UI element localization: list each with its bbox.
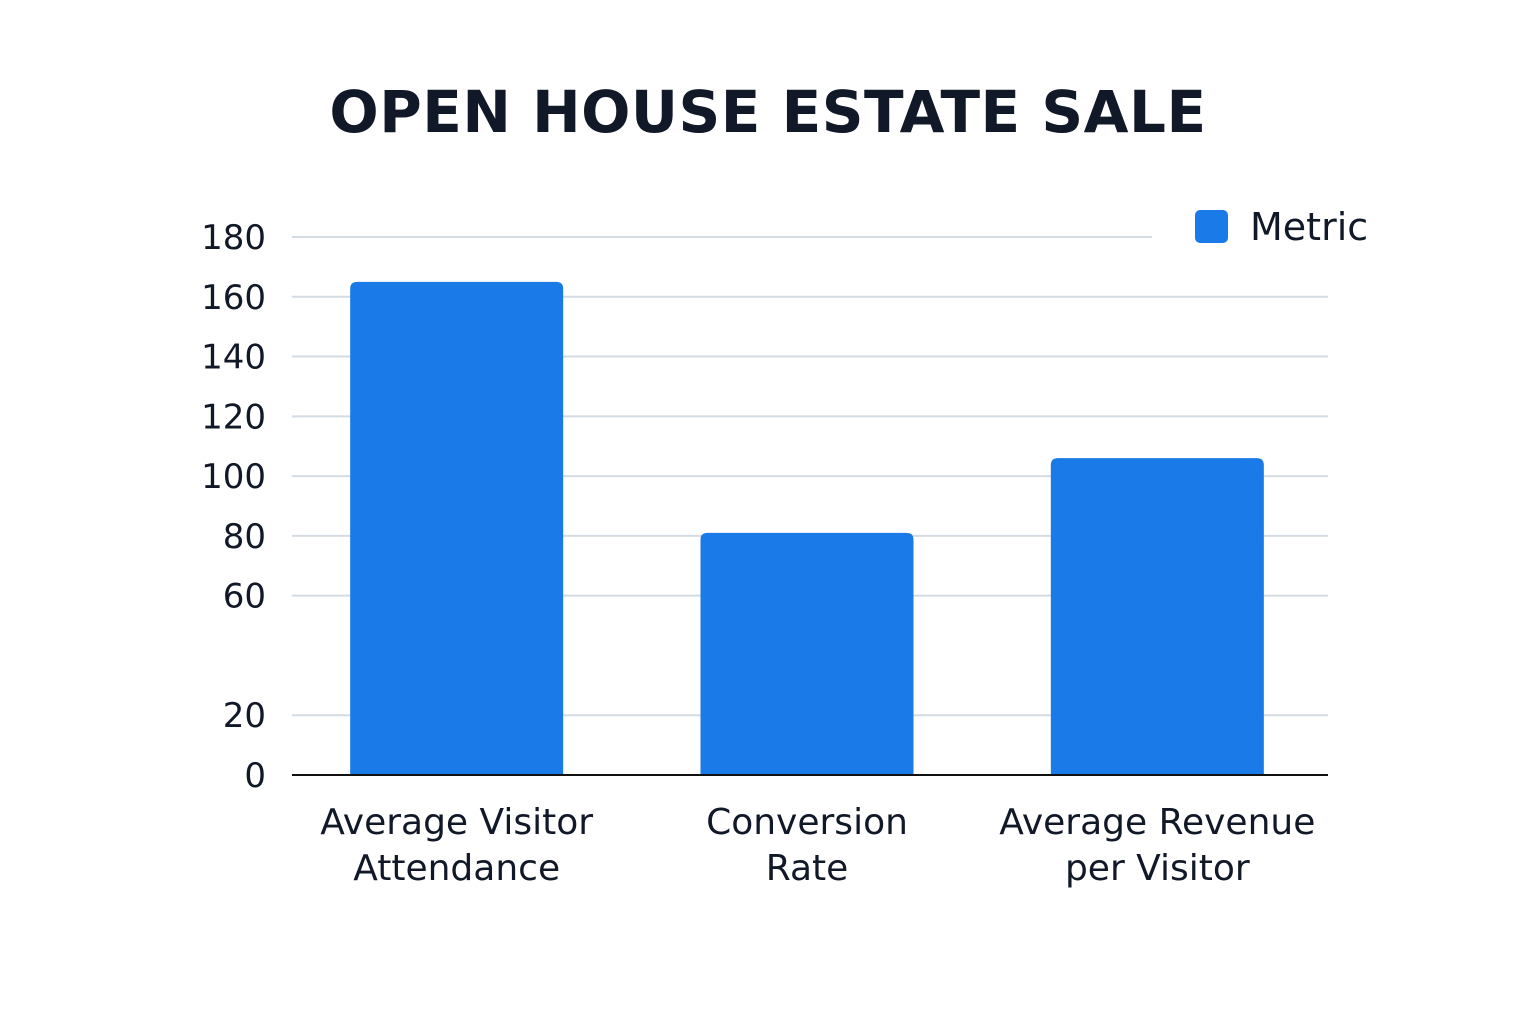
y-tick-label: 0 <box>244 756 266 796</box>
x-axis-labels: Average Visitor Attendance Conversion Rate A… <box>320 802 1315 889</box>
x-category-label: Average Revenue per Visitor <box>999 802 1315 889</box>
x-category-label: Conversion Rate <box>706 802 908 889</box>
legend-swatch <box>1195 210 1228 243</box>
x-category-label-line: per Visitor <box>1065 848 1250 889</box>
bar-1 <box>700 532 914 775</box>
legend-label: Metric <box>1250 205 1368 249</box>
x-category-label: Average Visitor Attendance <box>320 802 593 889</box>
bars <box>350 281 1264 775</box>
y-axis-ticks: 0 20 60 80 100 120 140 160 180 <box>201 218 266 796</box>
x-category-label-line: Attendance <box>353 848 560 889</box>
bar-0 <box>350 281 564 775</box>
y-tick-label: 100 <box>201 457 266 497</box>
bar-2 <box>1050 458 1264 775</box>
y-tick-label: 60 <box>223 577 266 617</box>
x-category-label-line: Conversion <box>706 802 908 843</box>
y-tick-label: 180 <box>201 218 266 258</box>
y-tick-label: 20 <box>223 696 266 736</box>
chart-title: OPEN HOUSE ESTATE SALE <box>329 78 1207 146</box>
y-tick-label: 160 <box>201 278 266 318</box>
x-category-label-line: Average Visitor <box>320 802 593 843</box>
x-category-label-line: Average Revenue <box>999 802 1315 843</box>
x-category-label-line: Rate <box>766 848 849 889</box>
y-tick-label: 140 <box>201 338 266 378</box>
y-tick-label: 80 <box>223 517 266 557</box>
legend: Metric <box>1195 205 1368 249</box>
y-tick-label: 120 <box>201 397 266 437</box>
